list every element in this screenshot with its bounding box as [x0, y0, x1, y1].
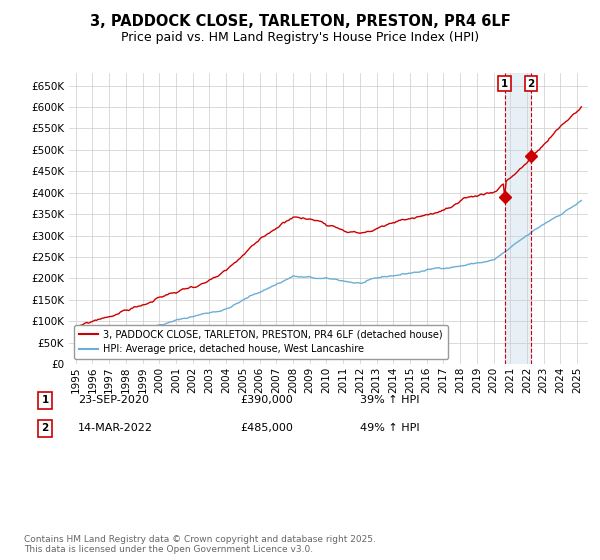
Text: 3, PADDOCK CLOSE, TARLETON, PRESTON, PR4 6LF: 3, PADDOCK CLOSE, TARLETON, PRESTON, PR4… — [89, 14, 511, 29]
Legend: 3, PADDOCK CLOSE, TARLETON, PRESTON, PR4 6LF (detached house), HPI: Average pric: 3, PADDOCK CLOSE, TARLETON, PRESTON, PR4… — [74, 325, 448, 359]
Text: £485,000: £485,000 — [240, 423, 293, 433]
Text: Price paid vs. HM Land Registry's House Price Index (HPI): Price paid vs. HM Land Registry's House … — [121, 31, 479, 44]
Text: 39% ↑ HPI: 39% ↑ HPI — [360, 395, 419, 405]
Text: 1: 1 — [501, 78, 508, 88]
Text: 2: 2 — [41, 423, 49, 433]
Text: 23-SEP-2020: 23-SEP-2020 — [78, 395, 149, 405]
Text: 49% ↑ HPI: 49% ↑ HPI — [360, 423, 419, 433]
Text: 1: 1 — [41, 395, 49, 405]
Text: 14-MAR-2022: 14-MAR-2022 — [78, 423, 153, 433]
Text: 2: 2 — [527, 78, 535, 88]
Text: £390,000: £390,000 — [240, 395, 293, 405]
Bar — [505, 73, 531, 364]
Text: Contains HM Land Registry data © Crown copyright and database right 2025.
This d: Contains HM Land Registry data © Crown c… — [24, 535, 376, 554]
